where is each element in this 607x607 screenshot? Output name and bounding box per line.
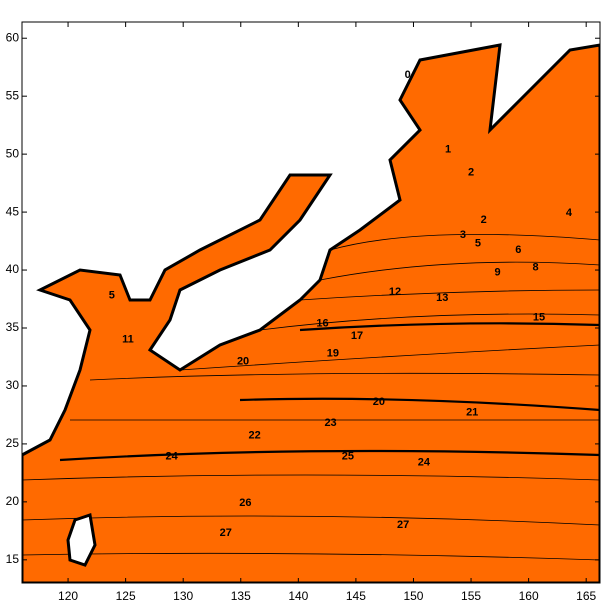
x-tick-label: 125 (116, 589, 136, 603)
contour-label: 12 (389, 286, 401, 298)
contour-label: 1 (445, 143, 451, 155)
contour-label: 5 (109, 289, 115, 301)
major-contours (59, 322, 600, 462)
contour-lines (22, 233, 600, 561)
x-tick-label: 160 (519, 589, 539, 603)
x-tick-label: 130 (173, 589, 193, 603)
contour-label: 22 (248, 430, 260, 442)
y-tick-label: 35 (6, 320, 20, 334)
contour-label: 9 (494, 266, 500, 278)
contour-label: 0 (405, 69, 411, 81)
x-tick-label: 140 (288, 589, 308, 603)
contour-label: 4 (566, 207, 573, 219)
y-tick-label: 15 (6, 552, 20, 566)
y-tick-label: 30 (6, 378, 20, 392)
contour-label: 13 (436, 292, 448, 304)
contour-label: 27 (397, 519, 409, 531)
x-tick-label: 150 (403, 589, 423, 603)
plot-frame (21, 21, 601, 584)
map-area (22, 43, 600, 583)
y-tick-label: 50 (6, 146, 20, 160)
contour-label: 17 (351, 330, 363, 342)
x-tick-label: 120 (58, 589, 78, 603)
contour-label: 2 (468, 167, 474, 179)
contour-label: 20 (237, 356, 249, 368)
contour-label: 5 (475, 237, 481, 249)
ocean (22, 43, 600, 583)
y-tick-label: 25 (6, 436, 20, 450)
contour-label: 11 (122, 333, 134, 345)
contour-label: 20 (373, 396, 385, 408)
contour-label: 19 (327, 347, 339, 359)
contour-label: 26 (239, 497, 251, 509)
x-tick-label: 135 (231, 589, 251, 603)
contour-label: 16 (316, 317, 328, 329)
contour-label: 2 (481, 214, 487, 226)
x-tick-label: 165 (576, 589, 596, 603)
x-tick-label: 145 (346, 589, 366, 603)
y-tick-label: 55 (6, 88, 20, 102)
contour-label: 6 (515, 244, 521, 256)
y-tick-label: 40 (6, 262, 20, 276)
contour-label: 8 (532, 262, 538, 274)
y-tick-label: 20 (6, 494, 20, 508)
contour-label: 24 (166, 451, 179, 463)
contour-label: 21 (466, 407, 478, 419)
contour-label: 23 (324, 417, 336, 429)
contour-label: 3 (460, 229, 466, 241)
contour-label: 25 (342, 451, 354, 463)
x-tick-label: 155 (461, 589, 481, 603)
island (66, 513, 97, 567)
contour-label: 24 (418, 456, 431, 468)
y-tick-label: 45 (6, 204, 20, 218)
contour-label: 27 (220, 527, 232, 539)
y-tick-label: 60 (6, 30, 20, 44)
contour-label: 15 (533, 311, 545, 323)
